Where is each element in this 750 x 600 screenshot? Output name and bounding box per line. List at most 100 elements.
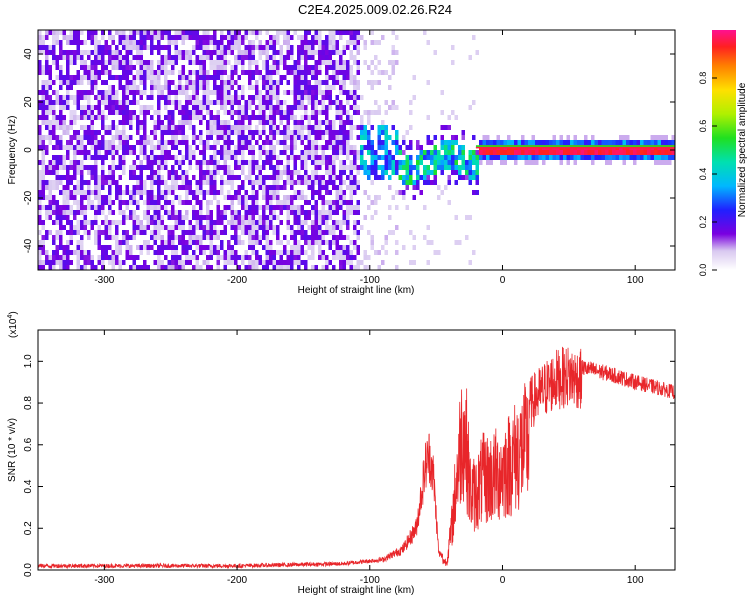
heatmap-cell xyxy=(178,75,182,80)
heatmap-cell xyxy=(101,160,105,165)
heatmap-cell xyxy=(108,185,112,190)
heatmap-cell xyxy=(258,145,262,150)
heatmap-cell xyxy=(160,145,164,150)
heatmap-cell xyxy=(290,55,294,60)
heatmap-cell xyxy=(66,70,70,75)
heatmap-cell xyxy=(255,240,259,245)
heatmap-cell xyxy=(209,155,213,160)
heatmap-cell xyxy=(258,105,262,110)
heatmap-cell xyxy=(328,35,332,40)
heatmap-cell xyxy=(52,35,56,40)
heatmap-cell xyxy=(62,55,66,60)
heatmap-cell xyxy=(416,175,420,180)
heatmap-cell xyxy=(262,220,266,225)
heatmap-cell xyxy=(328,215,332,220)
heatmap-cell xyxy=(314,180,318,185)
heatmap-cell xyxy=(195,245,199,250)
heatmap-cell xyxy=(311,210,315,215)
heatmap-cell xyxy=(181,250,185,255)
heatmap-cell xyxy=(258,185,262,190)
heatmap-cell xyxy=(454,240,458,245)
heatmap-cell xyxy=(311,140,315,145)
heatmap-cell xyxy=(87,90,91,95)
heatmap-cell xyxy=(423,170,427,175)
heatmap-cell xyxy=(321,90,325,95)
x-tick-label: 100 xyxy=(627,575,644,586)
heatmap-cell xyxy=(286,220,290,225)
heatmap-cell xyxy=(202,85,206,90)
heatmap-cell xyxy=(52,100,56,105)
heatmap-cell xyxy=(174,85,178,90)
heatmap-cell xyxy=(276,200,280,205)
heatmap-cell xyxy=(377,265,381,270)
heatmap-cell xyxy=(111,55,115,60)
heatmap-cell xyxy=(73,60,77,65)
heatmap-cell xyxy=(206,40,210,45)
heatmap-cell xyxy=(332,240,336,245)
heatmap-cell xyxy=(293,205,297,210)
heatmap-cell xyxy=(101,55,105,60)
heatmap-cell xyxy=(314,150,318,155)
heatmap-cell xyxy=(132,235,136,240)
heatmap-cell xyxy=(157,180,161,185)
heatmap-cell xyxy=(258,45,262,50)
heatmap-cell xyxy=(311,155,315,160)
heatmap-cell xyxy=(97,255,101,260)
heatmap-cell xyxy=(174,90,178,95)
heatmap-cell xyxy=(384,70,388,75)
heatmap-cell xyxy=(384,145,388,150)
heatmap-cell xyxy=(230,235,234,240)
heatmap-cell xyxy=(108,110,112,115)
heatmap-cell xyxy=(391,140,395,145)
heatmap-cell xyxy=(90,110,94,115)
heatmap-cell xyxy=(314,240,318,245)
heatmap-cell xyxy=(279,55,283,60)
heatmap-cell xyxy=(314,215,318,220)
heatmap-cell xyxy=(143,215,147,220)
heatmap-cell xyxy=(412,260,416,265)
heatmap-cell xyxy=(195,225,199,230)
heatmap-cell xyxy=(384,235,388,240)
heatmap-cell xyxy=(318,195,322,200)
heatmap-cell xyxy=(451,150,455,155)
heatmap-cell xyxy=(59,75,63,80)
heatmap-cell xyxy=(157,210,161,215)
heatmap-cell xyxy=(286,120,290,125)
heatmap-cell xyxy=(251,225,255,230)
heatmap-cell xyxy=(300,205,304,210)
heatmap-cell xyxy=(241,55,245,60)
heatmap-cell xyxy=(160,195,164,200)
heatmap-cell xyxy=(251,180,255,185)
heatmap-cell xyxy=(594,140,598,145)
heatmap-cell xyxy=(90,85,94,90)
heatmap-cell xyxy=(195,255,199,260)
heatmap-cell xyxy=(297,260,301,265)
heatmap-cell xyxy=(157,200,161,205)
heatmap-cell xyxy=(209,110,213,115)
heatmap-cell xyxy=(122,215,126,220)
heatmap-cell xyxy=(353,190,357,195)
heatmap-cell xyxy=(367,110,371,115)
heatmap-cell xyxy=(405,155,409,160)
heatmap-cell xyxy=(426,240,430,245)
heatmap-cell xyxy=(643,150,647,155)
heatmap-cell xyxy=(90,145,94,150)
heatmap-cell xyxy=(213,195,217,200)
heatmap-cell xyxy=(290,155,294,160)
heatmap-cell xyxy=(160,225,164,230)
heatmap-cell xyxy=(143,265,147,270)
heatmap-cell xyxy=(272,85,276,90)
heatmap-cell xyxy=(160,245,164,250)
heatmap-cell xyxy=(59,240,63,245)
heatmap-cell xyxy=(83,180,87,185)
heatmap-cell xyxy=(122,135,126,140)
heatmap-cell xyxy=(174,260,178,265)
heatmap-cell xyxy=(276,190,280,195)
heatmap-cell xyxy=(206,125,210,130)
heatmap-cell xyxy=(41,145,45,150)
heatmap-cell xyxy=(311,230,315,235)
heatmap-cell xyxy=(45,35,49,40)
heatmap-cell xyxy=(150,205,154,210)
heatmap-cell xyxy=(188,220,192,225)
heatmap-cell xyxy=(374,155,378,160)
